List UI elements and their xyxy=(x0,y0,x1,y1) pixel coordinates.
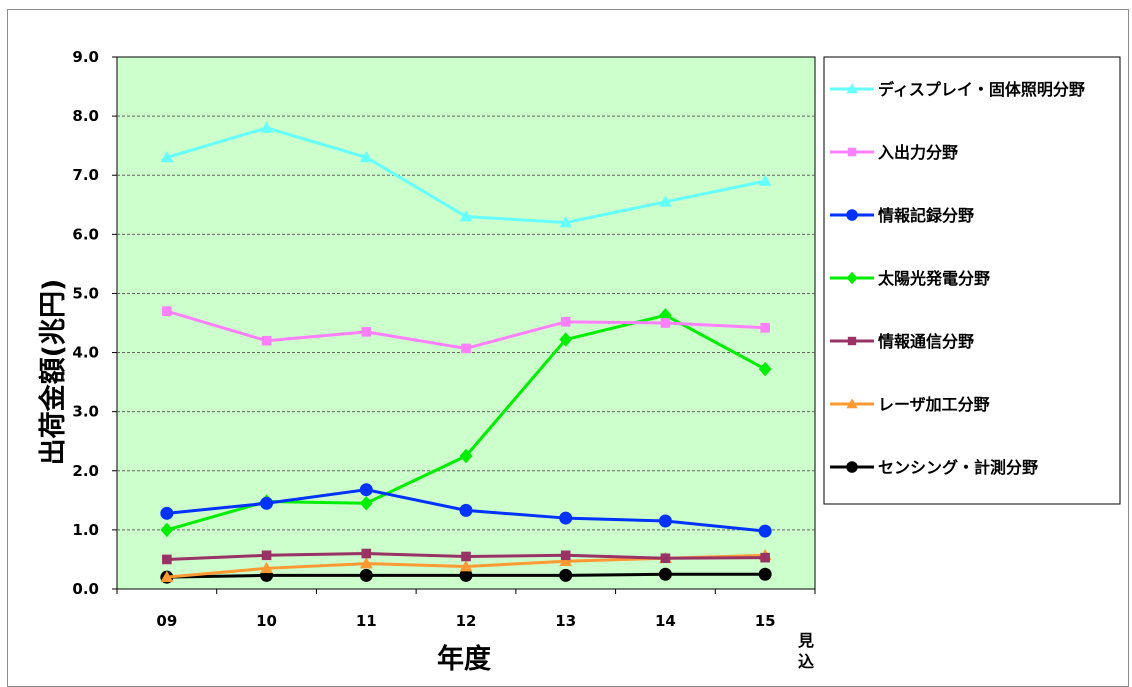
x-axis-title: 年度 xyxy=(437,643,491,675)
data-point xyxy=(162,554,172,565)
legend-label: センシング・計測分野 xyxy=(878,458,1038,477)
data-point xyxy=(361,327,372,337)
data-point xyxy=(660,553,671,564)
gridlines xyxy=(117,115,815,531)
data-point xyxy=(559,511,573,525)
legend-marker xyxy=(847,147,857,157)
data-point xyxy=(559,554,573,567)
legend: ディスプレイ・固体照明分野入出力分野情報記録分野太陽光発電分野情報通信分野レーザ… xyxy=(830,80,1085,477)
data-point xyxy=(459,210,473,222)
y-tick-label: 5.0 xyxy=(72,284,99,302)
data-point xyxy=(560,550,571,561)
x-tick-label: 12 xyxy=(456,612,477,630)
data-point xyxy=(160,506,174,520)
legend-item: 情報通信分野 xyxy=(830,332,974,351)
y-tick-label: 1.0 xyxy=(72,521,99,539)
data-point xyxy=(162,306,172,316)
data-point xyxy=(658,514,672,528)
y-tick-label: 6.0 xyxy=(72,225,99,243)
data-point xyxy=(459,448,473,464)
data-point xyxy=(461,551,471,562)
data-point xyxy=(760,322,770,333)
x-tick-label: 09 xyxy=(156,612,177,630)
series-1 xyxy=(160,121,772,228)
legend-label: 太陽光発電分野 xyxy=(877,269,990,288)
legend-marker xyxy=(846,398,858,409)
data-point xyxy=(261,335,272,346)
series-2 xyxy=(162,306,770,354)
y-tick-label: 9.0 xyxy=(72,48,99,66)
y-tick-label: 4.0 xyxy=(72,344,99,362)
series-3 xyxy=(160,483,772,538)
y-tick-label: 7.0 xyxy=(72,166,99,184)
x-tick-label: 13 xyxy=(555,612,576,630)
x-axis-ticks: 09 10 11 12 13 14 15 xyxy=(116,589,816,630)
data-point xyxy=(459,560,473,572)
data-point xyxy=(659,195,672,207)
data-point xyxy=(459,503,473,517)
legend-item: 入出力分野 xyxy=(830,143,958,162)
data-point xyxy=(359,557,373,569)
legend-marker xyxy=(846,83,858,94)
legend-label: レーザ加工分野 xyxy=(878,395,990,414)
x-note-line-1: 見 xyxy=(797,631,814,650)
legend-marker xyxy=(847,336,857,346)
x-tick-label: 11 xyxy=(356,612,377,630)
data-point xyxy=(260,561,273,574)
data-point xyxy=(660,318,671,328)
y-tick-label: 2.0 xyxy=(72,462,99,480)
legend-item: ディスプレイ・固体照明分野 xyxy=(830,80,1085,99)
y-tick-label: 0.0 xyxy=(72,580,99,598)
plot-area xyxy=(116,56,816,590)
data-point xyxy=(559,568,573,582)
y-tick-label: 3.0 xyxy=(72,403,99,421)
y-axis-title: 出荷金額(兆円) xyxy=(37,279,69,466)
data-point xyxy=(758,567,772,581)
data-point xyxy=(758,524,772,538)
x-tick-label: 15 xyxy=(755,612,776,630)
legend-label: 入出力分野 xyxy=(878,143,958,162)
series-layer xyxy=(160,121,772,584)
legend-marker xyxy=(846,271,858,285)
data-point xyxy=(359,483,373,497)
data-point xyxy=(461,343,471,354)
data-point xyxy=(361,548,372,559)
data-point xyxy=(758,174,772,186)
data-point xyxy=(359,151,373,163)
legend-box xyxy=(823,56,1121,505)
data-point xyxy=(260,496,274,510)
legend-marker xyxy=(846,209,858,221)
data-point xyxy=(559,332,573,347)
legend-marker xyxy=(846,461,858,473)
x-note-line-2: 込 xyxy=(798,652,814,671)
data-point xyxy=(359,496,373,511)
data-point xyxy=(160,522,174,538)
data-point xyxy=(760,552,770,563)
x-tick-label: 10 xyxy=(256,612,277,630)
data-point xyxy=(160,151,174,163)
legend-item: 情報記録分野 xyxy=(830,206,974,225)
legend-label: ディスプレイ・固体照明分野 xyxy=(878,80,1085,99)
legend-label: 情報通信分野 xyxy=(878,332,974,351)
y-tick-label: 8.0 xyxy=(72,107,99,125)
data-point xyxy=(658,567,672,581)
x-tick-label: 14 xyxy=(655,612,676,630)
y-axis-ticks: 0.0 1.0 2.0 3.0 4.0 5.0 6.0 7.0 8.0 9.0 xyxy=(72,48,117,598)
legend-item: センシング・計測分野 xyxy=(830,458,1038,477)
data-point xyxy=(160,570,174,582)
series-5 xyxy=(162,548,770,565)
data-point xyxy=(260,121,273,133)
data-point xyxy=(359,568,373,582)
legend-item: レーザ加工分野 xyxy=(830,395,990,414)
data-point xyxy=(261,550,272,561)
data-point xyxy=(559,216,573,228)
legend-item: 太陽光発電分野 xyxy=(830,269,990,288)
data-point xyxy=(758,361,772,377)
data-point xyxy=(560,317,571,327)
legend-label: 情報記録分野 xyxy=(878,206,974,225)
